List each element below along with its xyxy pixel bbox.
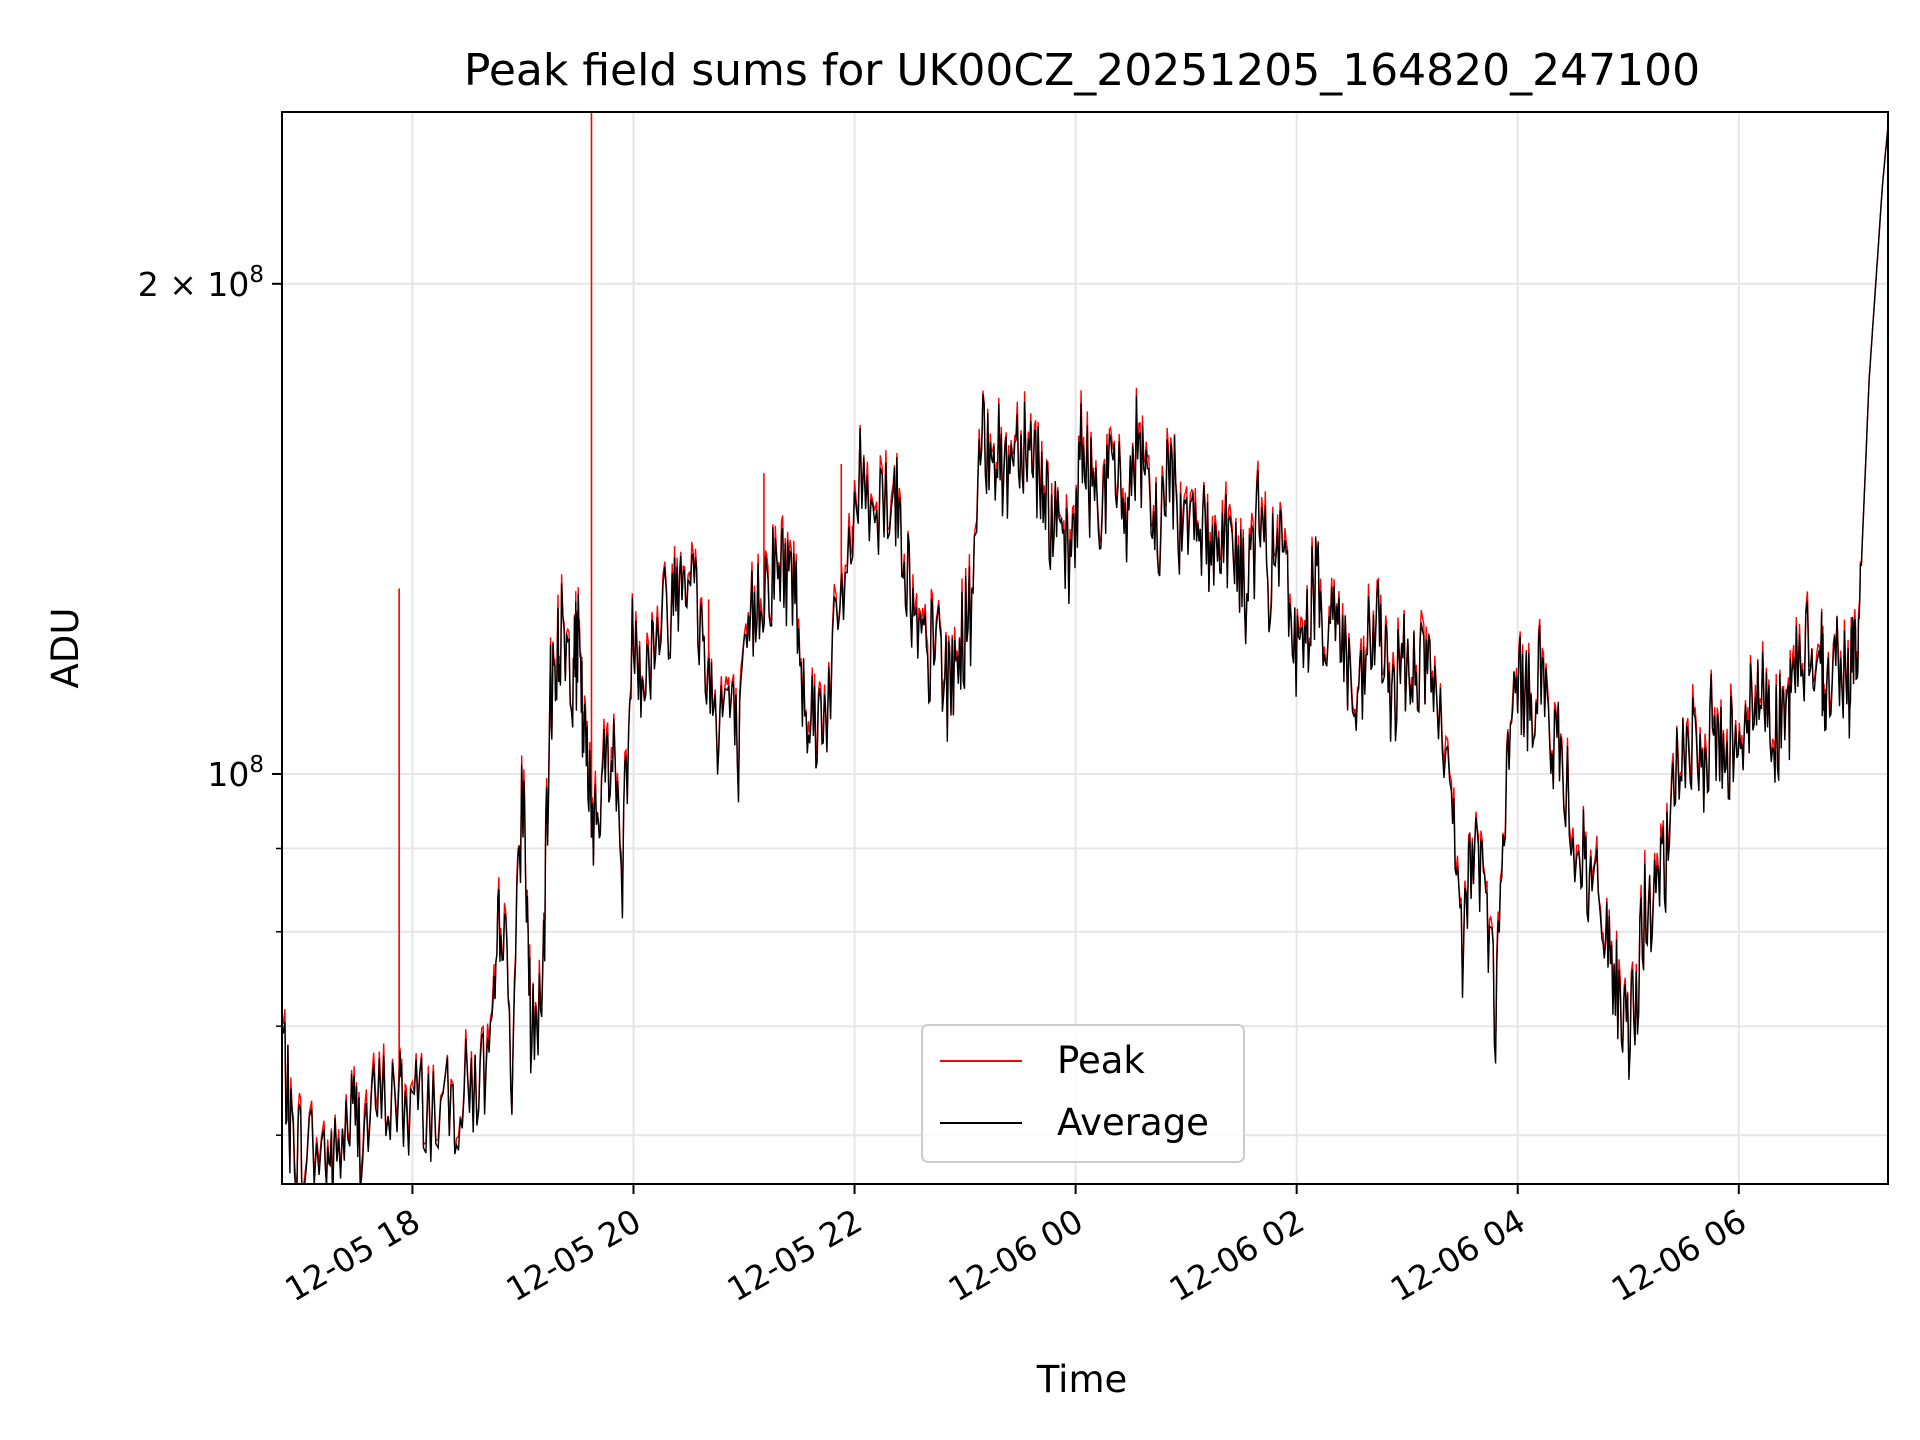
y-axis-label: ADU xyxy=(44,608,87,689)
legend-label-average: Average xyxy=(1057,1101,1209,1144)
series-line-peak xyxy=(282,124,1888,1184)
x-tick-label: 12-06 04 xyxy=(1384,1201,1532,1309)
y-tick-label: 2 × 108 xyxy=(138,262,264,304)
x-tick-label: 12-06 02 xyxy=(1163,1201,1311,1309)
plot-frame xyxy=(281,111,1889,1185)
legend: Peak Average xyxy=(921,1024,1245,1163)
x-axis-label: Time xyxy=(1036,1358,1128,1401)
grid-lines xyxy=(282,112,1888,1184)
series-layer xyxy=(282,112,1888,1184)
x-tick-label: 12-05 20 xyxy=(499,1201,647,1309)
series-line-average xyxy=(282,124,1888,1184)
x-tick-label: 12-06 06 xyxy=(1605,1201,1753,1309)
y-tick-label: 108 xyxy=(207,752,264,794)
chart-title: Peak field sums for UK00CZ_20251205_1648… xyxy=(464,45,1700,96)
legend-box xyxy=(921,1024,1245,1163)
x-tick-label: 12-06 00 xyxy=(942,1201,1090,1309)
x-tick-label: 12-05 18 xyxy=(278,1201,426,1309)
legend-label-peak: Peak xyxy=(1057,1039,1145,1082)
x-tick-label: 12-05 22 xyxy=(721,1201,869,1309)
